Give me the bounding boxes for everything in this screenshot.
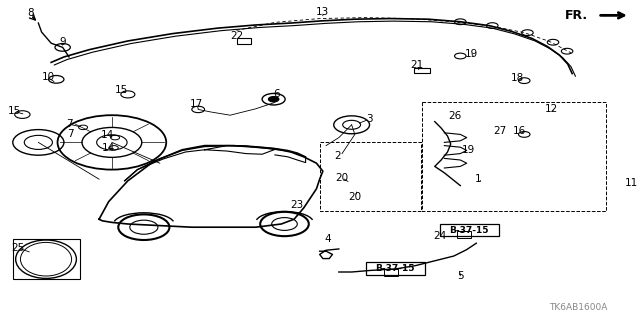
Text: TK6AB1600A: TK6AB1600A xyxy=(549,303,607,312)
Text: 20: 20 xyxy=(348,192,362,202)
Text: 21: 21 xyxy=(410,60,424,70)
Text: 10: 10 xyxy=(42,72,54,83)
Text: 15: 15 xyxy=(115,84,128,95)
Text: 27: 27 xyxy=(493,125,507,136)
Text: 18: 18 xyxy=(511,73,524,84)
Text: 22: 22 xyxy=(230,31,243,41)
Text: 25: 25 xyxy=(12,243,24,253)
Text: 11: 11 xyxy=(625,178,638,188)
Bar xyxy=(414,68,429,73)
Text: 23: 23 xyxy=(291,200,304,211)
Text: 14: 14 xyxy=(102,143,115,153)
Bar xyxy=(440,224,499,236)
Text: 14: 14 xyxy=(100,130,114,140)
Text: 20: 20 xyxy=(335,172,349,183)
Bar xyxy=(13,239,80,279)
Text: 7: 7 xyxy=(67,129,74,140)
Text: 5: 5 xyxy=(457,271,463,281)
Text: 16: 16 xyxy=(513,125,525,136)
Text: 17: 17 xyxy=(190,99,204,109)
Text: 13: 13 xyxy=(316,7,330,17)
Text: 1: 1 xyxy=(475,173,481,184)
Text: 7: 7 xyxy=(66,119,72,129)
Text: 3: 3 xyxy=(366,114,373,124)
Text: 19: 19 xyxy=(465,49,479,59)
Text: 9: 9 xyxy=(60,37,66,47)
Bar xyxy=(457,231,471,238)
Text: 2: 2 xyxy=(334,151,341,161)
Text: 8: 8 xyxy=(28,8,34,19)
Bar xyxy=(365,262,424,275)
Text: B-37-15: B-37-15 xyxy=(375,264,415,273)
Text: 12: 12 xyxy=(545,104,557,115)
Text: 15: 15 xyxy=(8,106,20,116)
Text: 6: 6 xyxy=(273,89,280,100)
Bar xyxy=(237,38,251,44)
Text: 19: 19 xyxy=(462,145,476,155)
Bar xyxy=(319,142,420,211)
Bar xyxy=(422,102,606,211)
Text: 4: 4 xyxy=(324,234,331,244)
Circle shape xyxy=(269,97,279,102)
Text: FR.: FR. xyxy=(565,9,588,22)
Bar xyxy=(383,269,397,276)
Text: 24: 24 xyxy=(433,231,447,241)
Text: B-37-15: B-37-15 xyxy=(449,226,489,235)
Text: 26: 26 xyxy=(449,111,462,121)
